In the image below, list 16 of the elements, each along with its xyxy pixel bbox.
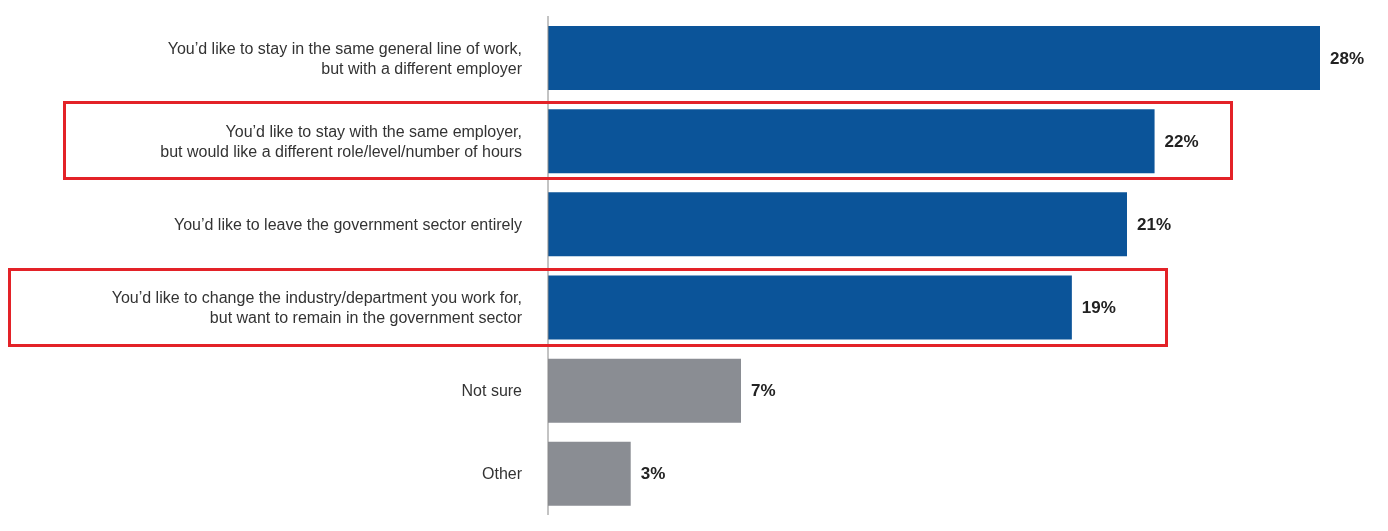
data-label: 28% <box>1330 48 1365 68</box>
y-tick-label: You’d like to stay with the same employer, but would like a different role/level/number of hours <box>160 122 522 160</box>
bar <box>548 26 1320 90</box>
y-tick-label: Other <box>481 464 523 482</box>
y-tick-label: You’d like to leave the government sector entirely <box>173 215 522 233</box>
data-label: 22% <box>1164 131 1199 151</box>
bar <box>548 109 1155 174</box>
y-tick-label: You’d like to change the industry/department you work for, but want to remain in the government sector <box>111 288 523 326</box>
y-tick-label: You’d like to stay in the same general line of work, but with a different employer <box>167 39 523 77</box>
y-tick-label: Not sure <box>461 381 523 399</box>
bar <box>548 275 1072 340</box>
data-label: 19% <box>1081 298 1116 317</box>
data-label: 7% <box>751 381 776 401</box>
data-label: 21% <box>1137 214 1172 234</box>
bar <box>548 192 1127 257</box>
data-label: 3% <box>640 464 666 484</box>
